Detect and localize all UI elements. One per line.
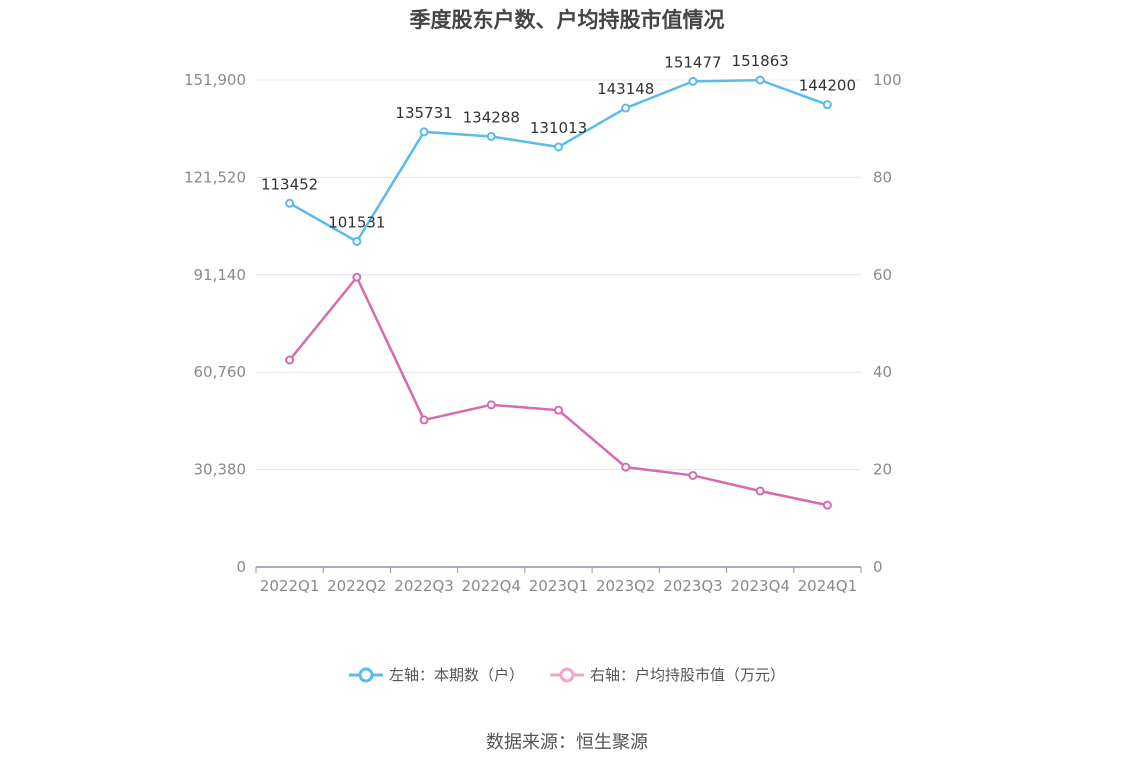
x-tick-label: 2024Q1: [798, 577, 858, 595]
y-right-tick-label: 100: [873, 71, 902, 89]
data-label: 134288: [463, 108, 520, 126]
data-point-left: [352, 236, 362, 246]
y-right-tick-label: 40: [873, 363, 892, 381]
y-left-tick-label: 151,900: [184, 71, 246, 89]
y-left-tick-label: 0: [236, 558, 246, 576]
data-point-right: [419, 415, 429, 425]
chart-title: 季度股东户数、户均持股市值情况: [409, 8, 725, 32]
legend-label-right: 右轴：户均持股市值（万元）: [590, 666, 786, 684]
data-point-left: [486, 131, 496, 141]
data-label: 113452: [261, 175, 318, 193]
data-labels: 113452 101531 135731 134288 131013 143148 1514…: [261, 52, 856, 231]
x-tick-label: 2023Q1: [529, 577, 589, 595]
data-point-left: [621, 103, 631, 113]
data-label: 143148: [597, 80, 654, 98]
data-label: 101531: [328, 213, 385, 231]
y-right-tick-label: 0: [873, 558, 883, 576]
x-tick-label: 2022Q4: [462, 577, 522, 595]
data-point-left: [755, 75, 765, 85]
data-point-right: [688, 470, 698, 480]
x-tick-label: 2023Q4: [730, 577, 790, 595]
data-point-right: [822, 500, 832, 510]
data-point-right: [621, 462, 631, 472]
data-label: 131013: [530, 119, 587, 137]
x-tick-label: 2023Q3: [663, 577, 723, 595]
data-point-left: [285, 198, 295, 208]
data-point-left: [822, 100, 832, 110]
y-left-tick-label: 91,140: [194, 266, 247, 284]
data-point-left: [419, 127, 429, 137]
x-tick-label: 2022Q1: [260, 577, 320, 595]
y-left-tick-label: 121,520: [184, 168, 246, 186]
data-point-right: [755, 486, 765, 496]
y-right-tick-label: 60: [873, 266, 892, 284]
data-label: 135731: [395, 104, 452, 122]
y-right-tick-label: 20: [873, 461, 892, 479]
series-lines: [285, 75, 832, 510]
x-tick-label: 2022Q3: [394, 577, 454, 595]
legend-swatch-blue-icon: [348, 667, 383, 682]
series-line-right: [288, 275, 828, 507]
legend-item-left-axis[interactable]: 左轴：本期数（户）: [348, 664, 524, 685]
x-tick-label: 2023Q2: [596, 577, 656, 595]
x-tick-label: 2022Q2: [327, 577, 387, 595]
data-point-right: [486, 400, 496, 410]
legend-swatch-pink-icon: [550, 667, 584, 682]
y-left-tick-label: 60,760: [194, 363, 247, 381]
legend: 左轴：本期数（户） 右轴：户均持股市值（万元）: [0, 664, 1134, 685]
data-point-right: [554, 405, 563, 415]
source-note: 数据来源：恒生聚源: [486, 732, 648, 753]
data-point-right: [285, 355, 295, 365]
axes: 0 0 30,380 20 60,760 40 91,140 60 121,520 80 151,9…: [184, 71, 902, 595]
data-point-right: [352, 272, 362, 282]
data-point-left: [554, 142, 563, 152]
legend-label-left: 左轴：本期数（户）: [388, 666, 524, 684]
data-point-left: [688, 76, 698, 86]
data-label: 144200: [799, 77, 856, 95]
y-left-tick-label: 30,380: [194, 461, 247, 479]
data-label: 151863: [732, 52, 789, 70]
legend-item-right-axis[interactable]: 右轴：户均持股市值（万元）: [550, 664, 785, 685]
data-label: 151477: [664, 53, 721, 71]
y-right-tick-label: 80: [873, 168, 892, 186]
